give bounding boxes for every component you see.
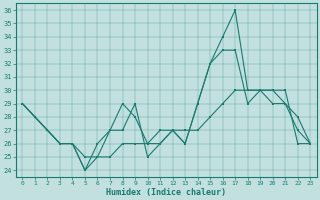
X-axis label: Humidex (Indice chaleur): Humidex (Indice chaleur) [106,188,226,197]
